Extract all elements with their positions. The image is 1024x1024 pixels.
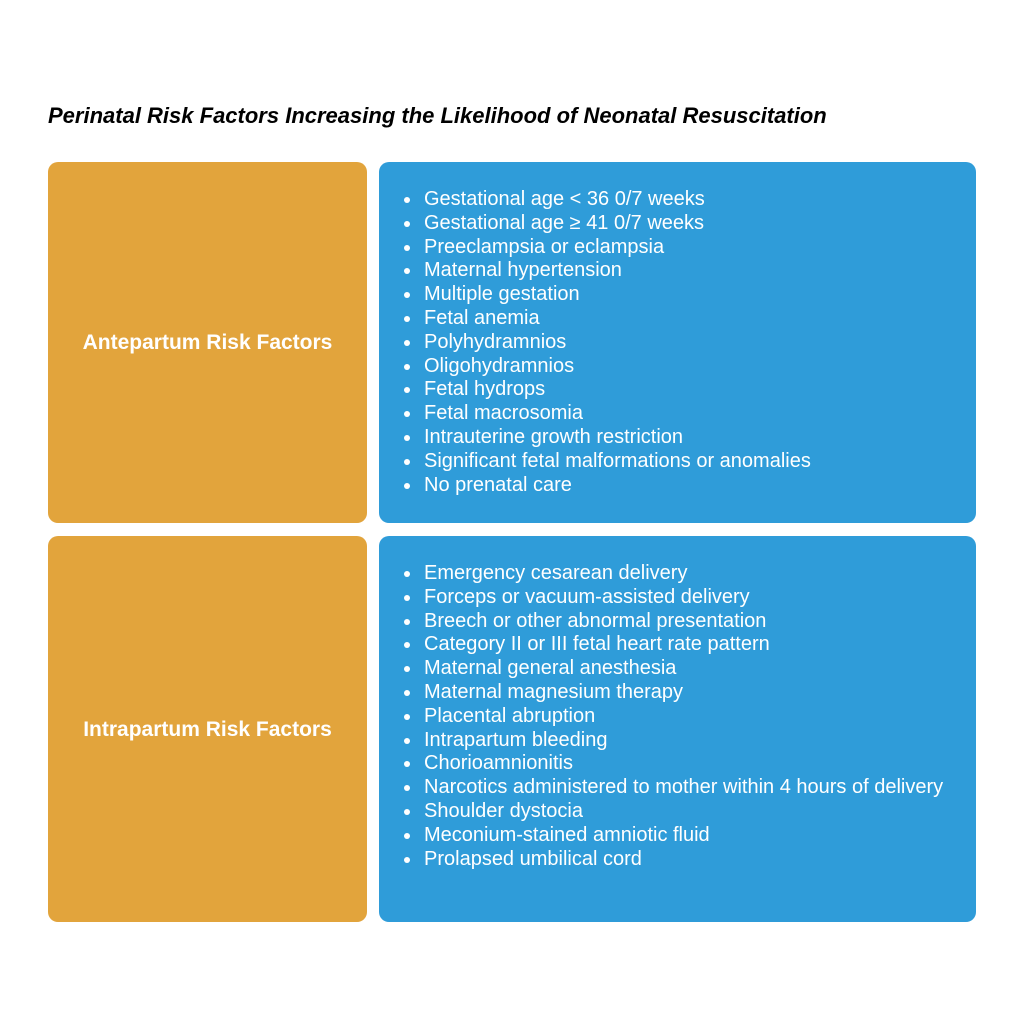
list-item: Oligohydramnios (422, 355, 952, 379)
list-item: Prolapsed umbilical cord (422, 848, 952, 872)
list-item: Shoulder dystocia (422, 800, 952, 824)
antepartum-label-cell: Antepartum Risk Factors (48, 162, 367, 523)
antepartum-risk-list: Gestational age < 36 0/7 weeksGestationa… (403, 188, 952, 497)
list-item: Emergency cesarean delivery (422, 562, 952, 586)
list-item: Chorioamnionitis (422, 752, 952, 776)
list-item: Breech or other abnormal presentation (422, 610, 952, 634)
list-item: Maternal hypertension (422, 259, 952, 283)
list-item: Fetal hydrops (422, 378, 952, 402)
list-item: Intrauterine growth restriction (422, 426, 952, 450)
antepartum-label: Antepartum Risk Factors (82, 331, 333, 354)
list-item: Fetal macrosomia (422, 402, 952, 426)
list-item: Fetal anemia (422, 307, 952, 331)
risk-factors-table: Antepartum Risk Factors Gestational age … (48, 162, 976, 922)
list-item: Maternal magnesium therapy (422, 681, 952, 705)
page-title: Perinatal Risk Factors Increasing the Li… (48, 103, 827, 128)
antepartum-list-cell: Gestational age < 36 0/7 weeksGestationa… (379, 162, 976, 523)
list-item: Significant fetal malformations or anoma… (422, 450, 952, 474)
list-item: Maternal general anesthesia (422, 657, 952, 681)
list-item: Gestational age ≥ 41 0/7 weeks (422, 212, 952, 236)
list-item: Placental abruption (422, 705, 952, 729)
list-item: Preeclampsia or eclampsia (422, 236, 952, 260)
list-item: Intrapartum bleeding (422, 729, 952, 753)
list-item: Forceps or vacuum-assisted delivery (422, 586, 952, 610)
row-antepartum: Antepartum Risk Factors Gestational age … (48, 162, 976, 523)
intrapartum-label: Intrapartum Risk Factors (83, 717, 332, 741)
intrapartum-list-cell: Emergency cesarean deliveryForceps or va… (379, 536, 976, 922)
list-item: Narcotics administered to mother within … (422, 776, 952, 800)
list-item: Multiple gestation (422, 283, 952, 307)
intrapartum-label-cell: Intrapartum Risk Factors (48, 536, 367, 922)
list-item: Meconium-stained amniotic fluid (422, 824, 952, 848)
intrapartum-risk-list: Emergency cesarean deliveryForceps or va… (403, 562, 952, 871)
list-item: No prenatal care (422, 474, 952, 498)
row-intrapartum: Intrapartum Risk Factors Emergency cesar… (48, 536, 976, 922)
list-item: Category II or III fetal heart rate patt… (422, 633, 952, 657)
list-item: Gestational age < 36 0/7 weeks (422, 188, 952, 212)
list-item: Polyhydramnios (422, 331, 952, 355)
